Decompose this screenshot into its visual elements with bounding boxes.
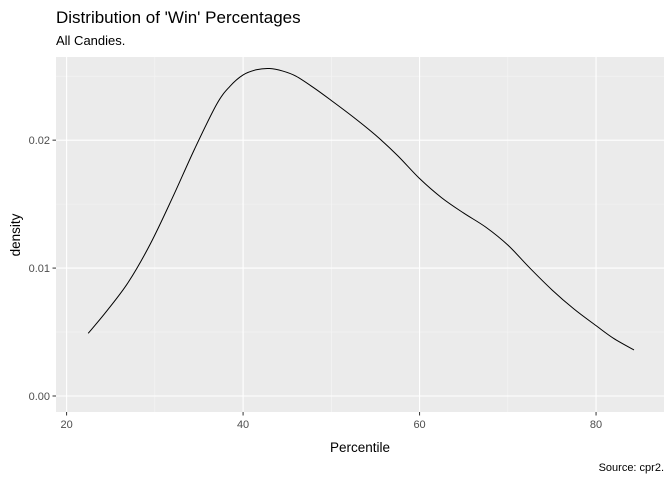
y-tick-label: 0.02: [29, 135, 50, 147]
y-axis-title: density: [8, 213, 23, 256]
major-gridlines: [56, 57, 664, 412]
density-line: [87, 67, 635, 351]
chart-caption: Source: cpr2.: [599, 462, 664, 474]
x-tick-label: 60: [413, 419, 425, 431]
x-tick-label: 20: [60, 419, 72, 431]
x-axis: 20 40 60 80: [60, 412, 602, 431]
x-tick-label: 80: [590, 419, 602, 431]
x-tick-label: 40: [237, 419, 249, 431]
chart-subtitle: All Candies.: [56, 33, 125, 48]
x-axis-title: Percentile: [330, 440, 390, 455]
y-axis: 0.00 0.01 0.02: [29, 135, 56, 403]
plot-panel: [56, 57, 664, 412]
y-tick-label: 0.00: [29, 391, 50, 403]
y-tick-label: 0.01: [29, 263, 50, 275]
minor-gridlines: [56, 57, 664, 412]
series-layer: [87, 67, 635, 351]
chart-title: Distribution of 'Win' Percentages: [56, 8, 301, 27]
